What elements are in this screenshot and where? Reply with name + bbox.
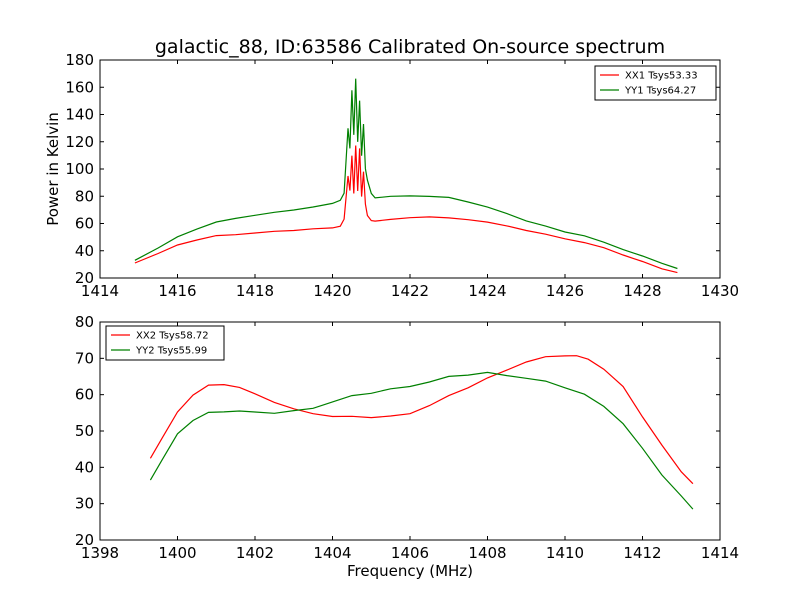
series-line-2-1 xyxy=(149,355,694,485)
subplot-2: 1398 1400 1402 1404 1406 1408 1410 1412 1414 20 30… xyxy=(75,313,739,562)
y-tick-label: 160 xyxy=(65,78,94,96)
y-tick-label: 50 xyxy=(75,422,94,440)
x-tick-label: 1430 xyxy=(701,282,739,300)
y-tick-label: 30 xyxy=(75,495,94,513)
y-tick-label: 80 xyxy=(75,313,94,331)
x-tick-label: 1404 xyxy=(313,544,351,562)
y-tick-label: 20 xyxy=(75,269,94,287)
y-tick-label: 40 xyxy=(75,242,94,260)
legend-label: YY2 Tsys55.99 xyxy=(135,346,207,357)
x-tick-label: 1426 xyxy=(546,282,584,300)
x-tick-label: 1400 xyxy=(158,544,196,562)
series-line-2-2 xyxy=(149,371,694,510)
y-tick-label: 140 xyxy=(65,106,94,124)
x-tick-label: 1406 xyxy=(391,544,429,562)
y-tick-label: 40 xyxy=(75,458,94,476)
x-tick-label: 1412 xyxy=(623,544,661,562)
legend-1: XX1 Tsys53.33 YY1 Tsys64.27 xyxy=(594,65,717,101)
x-tick-label: 1424 xyxy=(468,282,506,300)
x-tick-label: 1418 xyxy=(236,282,274,300)
legend-label: XX1 Tsys53.33 xyxy=(625,71,698,82)
y-tick-label: 100 xyxy=(65,160,94,178)
legend-2: XX2 Tsys58.72 YY2 Tsys55.99 xyxy=(105,325,225,361)
x-tick-label: 1420 xyxy=(313,282,351,300)
series-line-1-1 xyxy=(134,145,678,274)
x-tick-label: 1422 xyxy=(391,282,429,300)
series-line-1-2 xyxy=(134,78,678,270)
x-tick-label: 1410 xyxy=(546,544,584,562)
subplot-1: 1414 1416 1418 1420 1422 1424 1426 1428 1430 20 40… xyxy=(65,51,739,300)
x-tick-label: 1416 xyxy=(158,282,196,300)
x-tick-label: 1428 xyxy=(623,282,661,300)
top-y-axis-label: Power in Kelvin xyxy=(44,112,62,226)
x-tick-label: 1414 xyxy=(701,544,739,562)
x-tick-label: 1398 xyxy=(81,544,119,562)
x-tick-label: 1408 xyxy=(468,544,506,562)
y-tick-label: 80 xyxy=(75,187,94,205)
legend-box xyxy=(594,65,717,101)
y-tick-label: 20 xyxy=(75,531,94,549)
bottom-x-axis-label: Frequency (MHz) xyxy=(347,562,473,580)
legend-label: YY1 Tsys64.27 xyxy=(624,86,696,97)
figure-title: galactic_88, ID:63586 Calibrated On-sour… xyxy=(155,36,665,58)
y-tick-label: 60 xyxy=(75,215,94,233)
legend-label: XX2 Tsys58.72 xyxy=(136,331,209,342)
legend-box xyxy=(105,325,225,361)
y-tick-label: 180 xyxy=(65,51,94,69)
y-tick-label: 70 xyxy=(75,349,94,367)
x-tick-label: 1402 xyxy=(236,544,274,562)
y-tick-label: 60 xyxy=(75,386,94,404)
y-tick-label: 120 xyxy=(65,133,94,151)
x-tick-label: 1414 xyxy=(81,282,119,300)
